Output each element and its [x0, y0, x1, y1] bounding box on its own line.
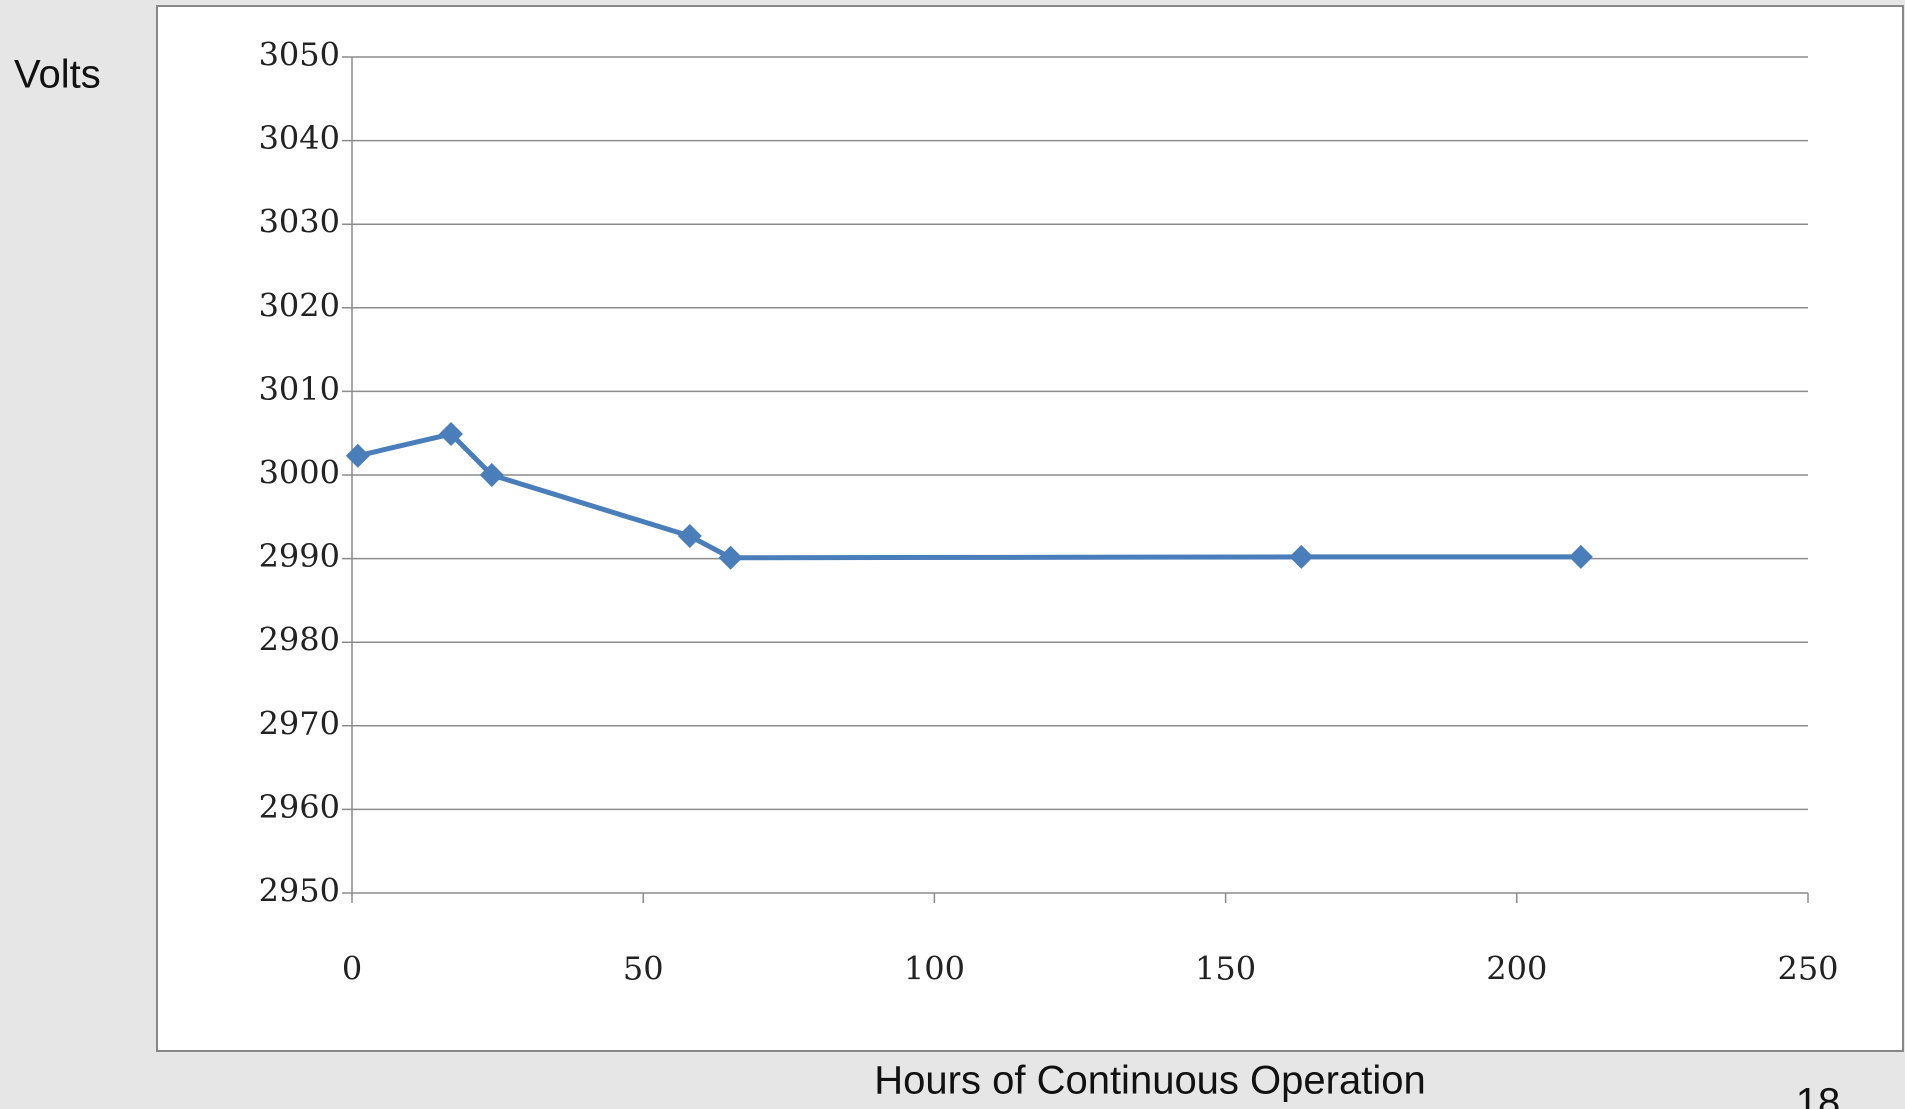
y-axis-label: Volts — [14, 53, 101, 97]
x-tick-label: 250 — [1777, 950, 1838, 988]
y-tick-label: 3010 — [259, 370, 340, 408]
y-tick-label: 2950 — [259, 872, 340, 910]
data-point — [439, 422, 464, 447]
data-point — [718, 545, 743, 570]
data-point — [677, 524, 702, 549]
page-number: 18 — [1796, 1081, 1841, 1109]
y-tick-label: 2990 — [259, 537, 340, 575]
y-tick-label: 2980 — [259, 621, 340, 659]
data-point — [479, 463, 504, 487]
x-tick-label: 200 — [1486, 950, 1547, 988]
y-tick-label: 2960 — [259, 788, 340, 826]
y-tick-label: 3030 — [259, 203, 340, 241]
y-tick-label: 3000 — [259, 454, 340, 492]
x-axis-label: Hours of Continuous Operation — [874, 1059, 1425, 1103]
x-tick-label: 0 — [342, 950, 362, 988]
data-point — [1289, 544, 1314, 569]
y-tick-label: 2970 — [259, 704, 340, 742]
y-tick-label: 3040 — [259, 119, 340, 157]
x-tick-label: 150 — [1195, 950, 1256, 988]
x-tick-label: 100 — [904, 950, 965, 988]
x-tick-label: 50 — [623, 950, 664, 988]
data-point — [345, 443, 370, 468]
chart-frame — [156, 5, 1904, 1052]
y-tick-label: 3050 — [259, 36, 340, 74]
y-tick-label: 3020 — [259, 286, 340, 324]
data-point — [1568, 544, 1593, 569]
